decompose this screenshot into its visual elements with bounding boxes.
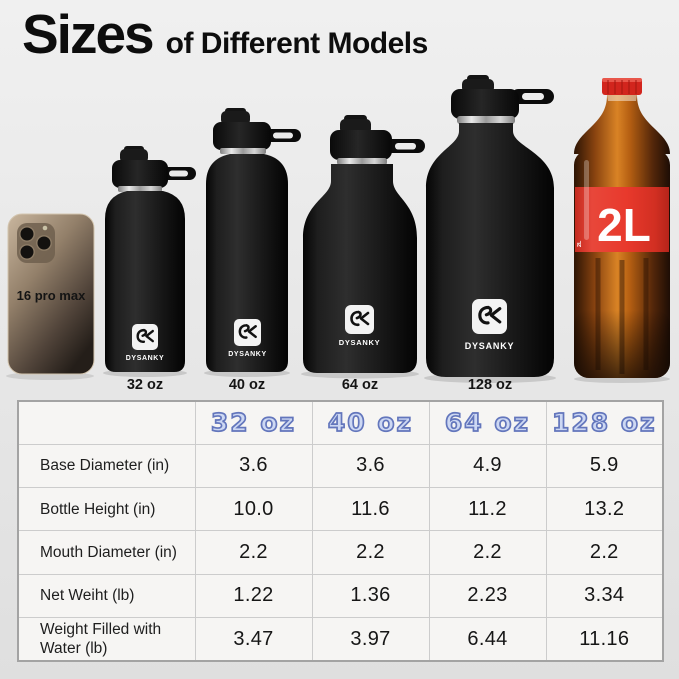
- brand-logo-text: DYSANKY: [126, 355, 164, 362]
- soda-label: [575, 187, 669, 252]
- spec-value: 1.22: [194, 573, 313, 619]
- spec-value: 3.6: [194, 443, 313, 489]
- brand-logo-icon: [472, 299, 507, 334]
- soda-bottle-2l: 2L 2L: [574, 78, 670, 378]
- spec-row-label: Base Diameter (in): [17, 443, 196, 489]
- spec-value: 3.6: [311, 443, 430, 489]
- spec-row: Bottle Height (in) 10.0 11.6 11.2 13.2: [17, 487, 664, 532]
- soda-neck: [574, 95, 670, 154]
- bottle-128oz-cap: [451, 89, 519, 119]
- brand-logo-icon: [132, 324, 158, 350]
- spec-value: 4.9: [428, 443, 547, 489]
- spec-col-header: 64 oz: [428, 400, 547, 445]
- bottle-caption-32oz: 32 oz: [127, 377, 163, 393]
- phone-camera-lenses: [19, 225, 52, 260]
- bottle-64oz: DYSANKY 64 oz: [303, 115, 425, 393]
- bottle-caption-40oz: 40 oz: [229, 377, 265, 393]
- page-title-rest: of Different Models: [165, 27, 429, 60]
- brand-logo-icon: [345, 305, 374, 334]
- phone-16-pro-max: 16 pro max: [7, 213, 95, 375]
- spec-row-label: Weight Filled with Water (lb): [17, 617, 196, 662]
- bottle-40oz-spout: [221, 111, 250, 125]
- bottle-64oz-cap: [330, 130, 392, 160]
- spec-row: Net Weiht (lb) 1.22 1.36 2.23 3.34: [17, 573, 664, 619]
- bottle-128oz: DYSANKY 128 oz: [426, 75, 554, 393]
- spec-row: Mouth Diameter (in) 2.2 2.2 2.2 2.2: [17, 530, 664, 575]
- bottle-128oz-body: [426, 123, 554, 377]
- spec-header-row: 32 oz 40 oz 64 oz 128 oz: [17, 400, 664, 445]
- bottle-40oz-body: [206, 154, 288, 372]
- spec-value: 11.16: [545, 617, 664, 662]
- spec-col-header: 40 oz: [311, 400, 430, 445]
- spec-value: 10.0: [194, 487, 313, 532]
- spec-value: 2.2: [545, 530, 664, 575]
- brand-logo-text: DYSANKY: [228, 351, 266, 358]
- soda-size-text: 2L: [597, 199, 651, 251]
- bottle-40oz: DYSANKY 40 oz: [206, 108, 301, 393]
- spec-value: 2.23: [428, 573, 547, 619]
- spec-row: Weight Filled with Water (lb) 3.47 3.97 …: [17, 617, 664, 662]
- spec-value: 11.2: [428, 487, 547, 532]
- spec-row-label: Net Weiht (lb): [17, 573, 196, 619]
- brand-logo-text: DYSANKY: [339, 338, 381, 347]
- spec-value: 13.2: [545, 487, 664, 532]
- spec-value: 5.9: [545, 443, 664, 489]
- bottle-40oz-cap: [213, 122, 271, 150]
- spec-value: 3.47: [194, 617, 313, 662]
- bottle-32oz-cap: [112, 160, 168, 188]
- spec-value: 11.6: [311, 487, 430, 532]
- spec-row-label: Mouth Diameter (in): [17, 530, 196, 575]
- brand-logo-text: DYSANKY: [465, 341, 515, 351]
- spec-table: 32 oz 40 oz 64 oz 128 oz Base Diameter (…: [17, 400, 664, 662]
- bottle-32oz-body: [105, 191, 185, 372]
- phone-label: 16 pro max: [17, 288, 86, 303]
- page-title: Sizes of Different Models: [22, 2, 428, 66]
- page-title-main: Sizes: [22, 3, 155, 65]
- spec-value: 1.36: [311, 573, 430, 619]
- bottle-32oz-spout: [120, 149, 148, 163]
- spec-value: 3.34: [545, 573, 664, 619]
- bottle-caption-128oz: 128 oz: [468, 377, 512, 393]
- spec-value: 2.2: [428, 530, 547, 575]
- spec-value: 6.44: [428, 617, 547, 662]
- spec-corner-cell: [17, 400, 196, 445]
- bottle-40oz-ring: [220, 148, 266, 154]
- brand-logo-icon: [234, 319, 261, 346]
- spec-row-label: Bottle Height (in): [17, 487, 196, 532]
- size-comparison-scene: 16 pro max DYSANKY 32 oz: [6, 75, 670, 393]
- spec-row: Base Diameter (in) 3.6 3.6 4.9 5.9: [17, 443, 664, 489]
- bottle-128oz-ring: [457, 116, 515, 124]
- bottle-64oz-body: [303, 164, 417, 373]
- bottle-32oz-ring: [118, 186, 162, 192]
- spec-col-header: 32 oz: [194, 400, 313, 445]
- spec-value: 2.2: [311, 530, 430, 575]
- bottle-caption-64oz: 64 oz: [342, 377, 378, 393]
- soda-size-text-small: 2L: [577, 240, 583, 247]
- bottle-64oz-ring: [337, 158, 387, 165]
- spec-col-header: 128 oz: [545, 400, 664, 445]
- bottle-32oz: DYSANKY 32 oz: [105, 146, 196, 393]
- spec-value: 3.97: [311, 617, 430, 662]
- spec-value: 2.2: [194, 530, 313, 575]
